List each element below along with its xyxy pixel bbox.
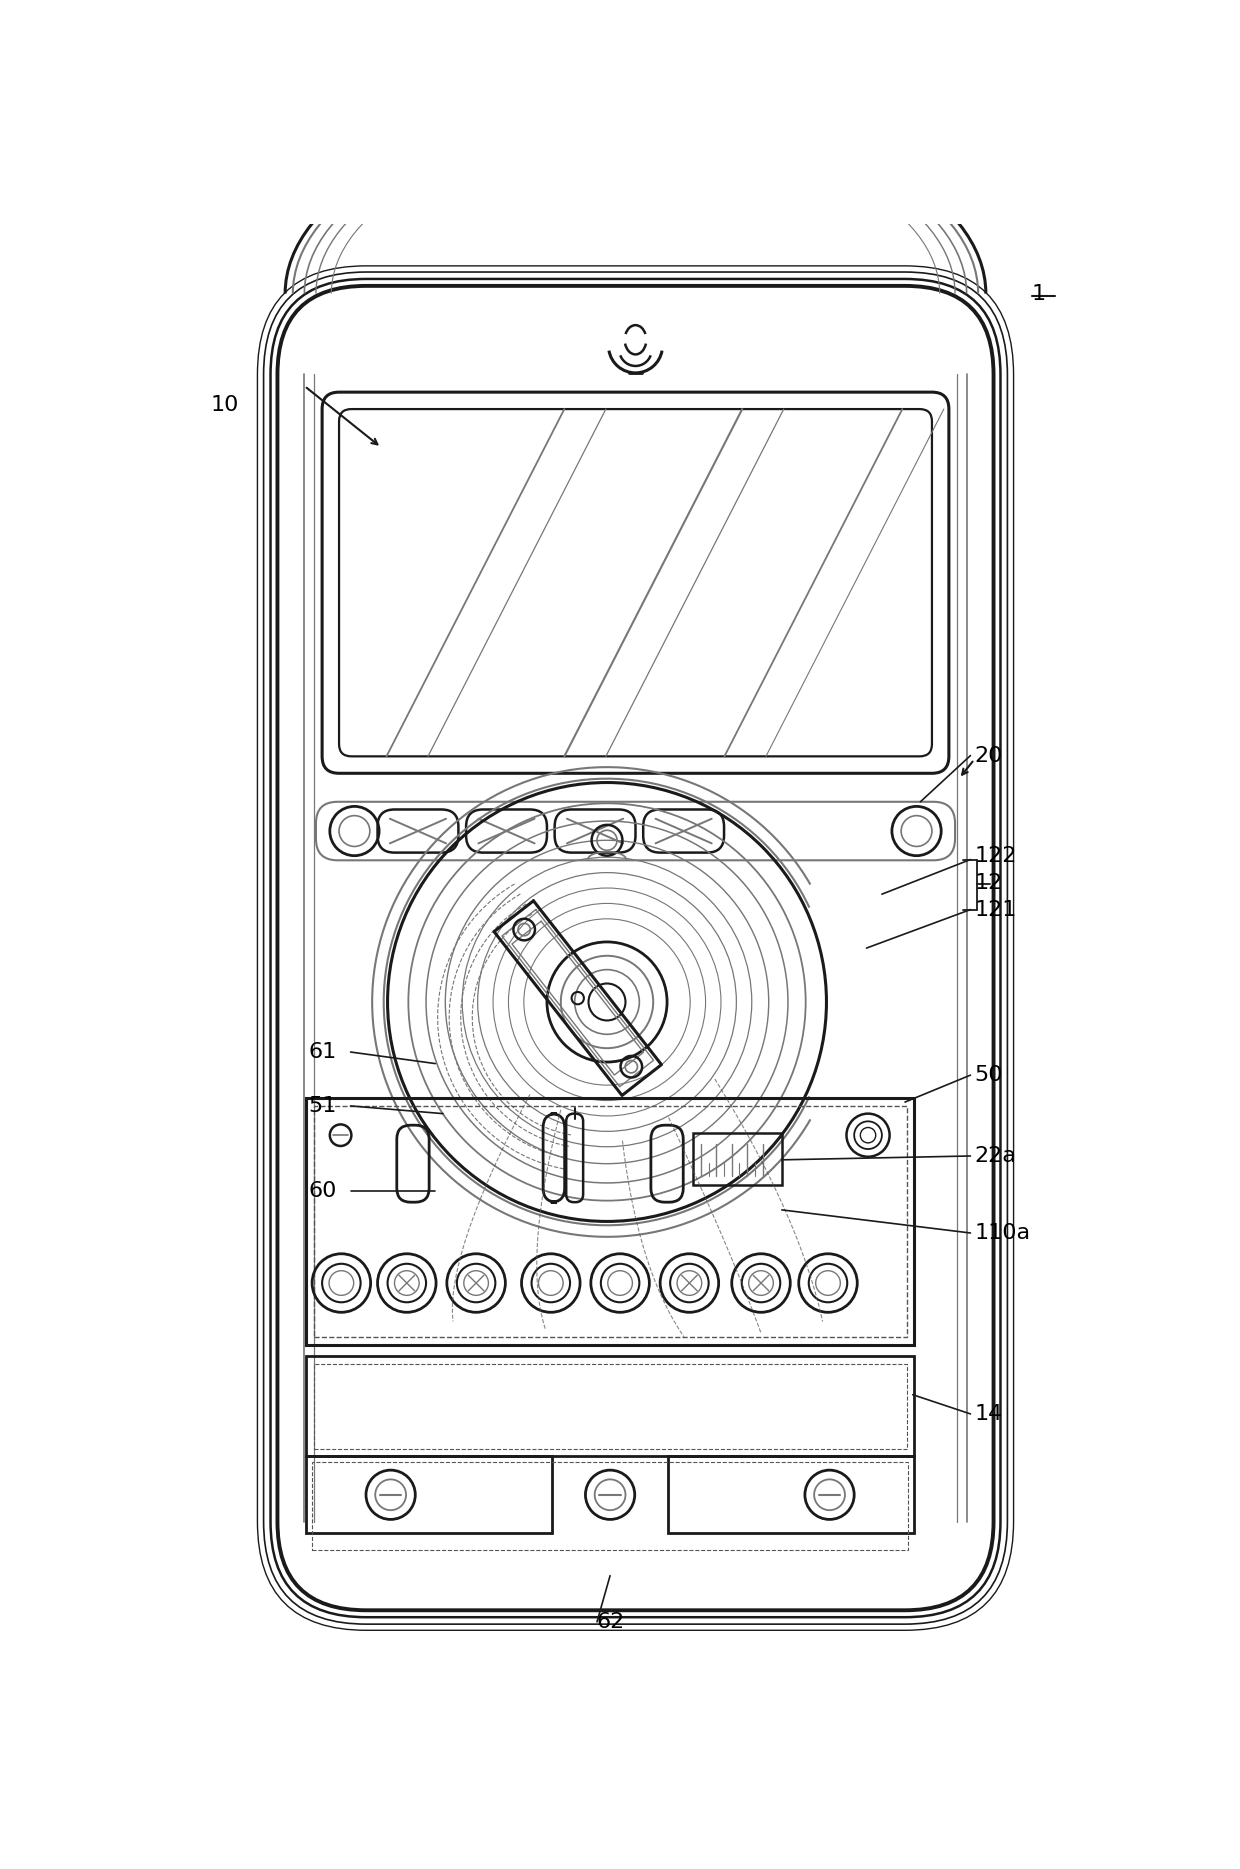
Bar — [312, 1462, 908, 1549]
Text: 22a: 22a — [975, 1146, 1016, 1166]
Bar — [306, 1357, 914, 1456]
Bar — [693, 1133, 781, 1185]
Bar — [668, 1456, 914, 1533]
Text: 122: 122 — [975, 845, 1017, 865]
Text: 10: 10 — [211, 394, 239, 415]
Text: 110a: 110a — [975, 1222, 1030, 1243]
Bar — [306, 1456, 552, 1533]
Text: 1: 1 — [1032, 284, 1047, 303]
Text: 121: 121 — [975, 899, 1017, 920]
Bar — [314, 1106, 906, 1336]
Text: 14: 14 — [975, 1404, 1003, 1424]
Bar — [306, 1099, 914, 1344]
Text: 60: 60 — [309, 1181, 336, 1200]
Text: 62: 62 — [596, 1611, 625, 1632]
Text: 61: 61 — [309, 1043, 336, 1062]
Text: 51: 51 — [309, 1095, 336, 1116]
Text: 12: 12 — [975, 873, 1003, 893]
Text: 50: 50 — [975, 1065, 1003, 1086]
Text: 20: 20 — [975, 746, 1003, 766]
Bar — [314, 1364, 906, 1448]
